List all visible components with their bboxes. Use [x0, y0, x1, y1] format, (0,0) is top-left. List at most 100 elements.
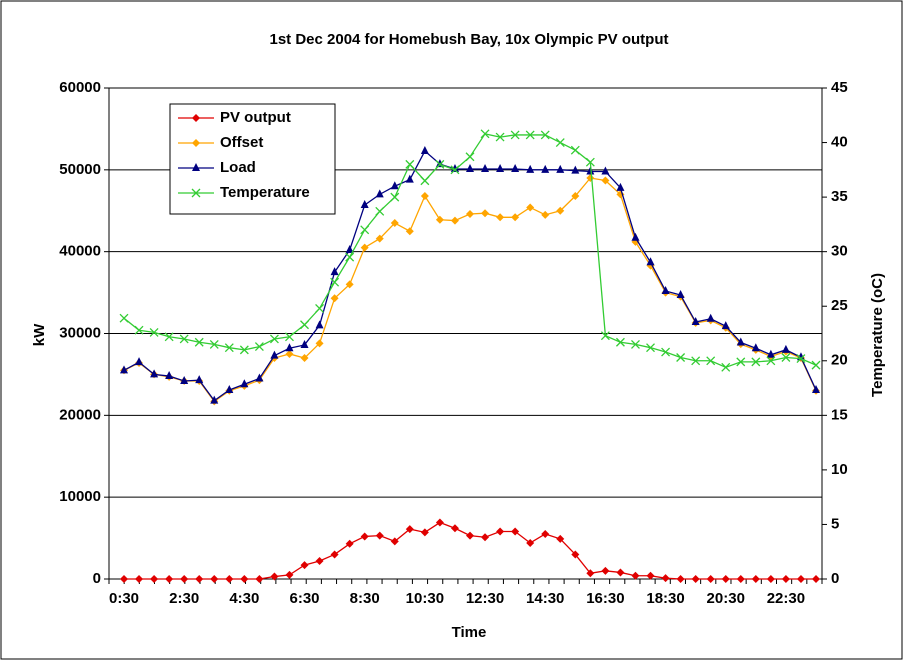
marker	[255, 575, 264, 583]
marker	[315, 320, 324, 329]
marker	[285, 349, 294, 358]
marker	[150, 369, 159, 378]
marker	[195, 375, 204, 384]
marker	[315, 339, 324, 348]
marker	[270, 350, 279, 359]
marker	[375, 234, 384, 243]
y2-tick-label: 35	[831, 188, 848, 205]
marker	[119, 313, 129, 323]
marker	[751, 357, 761, 367]
marker	[661, 285, 670, 294]
x-tick-label: 0:30	[109, 590, 139, 607]
marker	[646, 257, 655, 266]
marker	[466, 210, 474, 219]
y-axis-label: kW	[31, 323, 48, 346]
marker	[541, 164, 550, 173]
marker	[736, 357, 746, 367]
marker	[661, 347, 671, 357]
marker	[360, 243, 369, 252]
x-tick-label: 6:30	[290, 590, 320, 607]
marker	[150, 575, 159, 583]
x-tick-label: 18:30	[646, 590, 684, 607]
marker	[255, 373, 264, 382]
marker	[615, 337, 625, 347]
marker	[766, 356, 776, 366]
marker	[721, 575, 730, 583]
marker	[676, 290, 685, 299]
marker	[496, 213, 505, 222]
marker	[511, 164, 520, 173]
marker	[511, 527, 520, 536]
marker	[405, 525, 414, 534]
x-tick-label: 10:30	[406, 590, 444, 607]
y2-axis-label: Temperature (oC)	[869, 273, 886, 397]
marker	[481, 164, 490, 173]
marker	[495, 132, 505, 142]
x-tick-label: 20:30	[707, 590, 745, 607]
y-tick-label: 20000	[59, 406, 101, 423]
chart-title: 1st Dec 2004 for Homebush Bay, 10x Olymp…	[269, 31, 668, 48]
legend-label: Load	[220, 159, 256, 176]
marker	[766, 575, 775, 583]
marker	[586, 569, 595, 578]
marker	[721, 321, 730, 330]
y2-tick-label: 5	[831, 515, 839, 532]
marker	[706, 575, 715, 583]
marker	[405, 227, 414, 236]
marker	[631, 571, 640, 580]
marker	[180, 375, 189, 384]
marker	[481, 209, 490, 218]
marker	[781, 344, 790, 353]
marker	[496, 527, 505, 536]
marker	[766, 349, 775, 358]
marker	[210, 575, 219, 583]
marker	[556, 164, 565, 173]
marker	[811, 360, 821, 370]
y2-tick-label: 40	[831, 134, 848, 151]
legend-label: PV output	[220, 109, 291, 126]
marker	[526, 164, 535, 173]
marker	[300, 561, 309, 570]
marker	[480, 129, 490, 139]
marker	[600, 331, 610, 341]
marker	[192, 139, 200, 147]
marker	[736, 575, 745, 583]
marker	[135, 575, 144, 583]
marker	[646, 571, 655, 580]
marker	[466, 164, 474, 173]
marker	[390, 181, 399, 190]
marker	[435, 518, 444, 527]
marker	[330, 277, 340, 287]
marker	[330, 294, 339, 303]
marker	[526, 203, 535, 212]
marker	[601, 566, 610, 575]
marker	[555, 138, 565, 148]
marker	[225, 384, 234, 393]
marker	[164, 332, 174, 342]
marker	[601, 176, 610, 185]
marker	[661, 574, 670, 583]
marker	[616, 182, 625, 191]
marker	[540, 130, 550, 140]
marker	[375, 531, 384, 540]
x-tick-label: 2:30	[169, 590, 199, 607]
marker	[751, 575, 760, 583]
marker	[781, 575, 790, 583]
marker	[616, 568, 625, 577]
marker	[225, 575, 234, 583]
y-tick-label: 30000	[59, 324, 101, 341]
marker	[812, 575, 820, 583]
marker	[120, 575, 128, 583]
marker	[375, 206, 385, 216]
y2-tick-label: 0	[831, 570, 839, 587]
marker	[541, 529, 550, 538]
marker	[345, 252, 355, 262]
x-tick-label: 4:30	[229, 590, 259, 607]
marker	[240, 575, 249, 583]
marker	[315, 303, 325, 313]
marker	[300, 354, 309, 363]
marker	[315, 556, 324, 565]
marker	[706, 313, 715, 322]
y-tick-label: 10000	[59, 488, 101, 505]
marker	[465, 152, 475, 162]
